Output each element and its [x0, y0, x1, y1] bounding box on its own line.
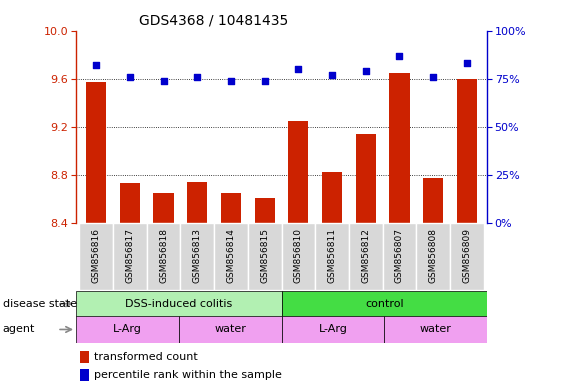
Text: percentile rank within the sample: percentile rank within the sample: [95, 370, 283, 380]
Bar: [254, 197, 275, 384]
Text: GDS4368 / 10481435: GDS4368 / 10481435: [139, 13, 289, 27]
Text: GSM856815: GSM856815: [260, 228, 269, 283]
Bar: [450, 223, 484, 290]
Text: GSM856810: GSM856810: [294, 228, 303, 283]
Bar: [86, 82, 106, 384]
Bar: [282, 316, 384, 343]
Text: agent: agent: [3, 324, 35, 334]
Bar: [423, 178, 443, 384]
Bar: [214, 223, 248, 290]
Text: GSM856817: GSM856817: [126, 228, 135, 283]
Text: DSS-induced colitis: DSS-induced colitis: [125, 299, 233, 309]
Point: [328, 72, 337, 78]
Point: [226, 78, 235, 84]
Point: [294, 66, 303, 72]
Bar: [221, 193, 241, 384]
Bar: [248, 223, 282, 290]
Bar: [179, 316, 282, 343]
Point: [260, 78, 269, 84]
Bar: [154, 193, 174, 384]
Bar: [416, 223, 450, 290]
Point: [126, 74, 135, 80]
Bar: [315, 223, 349, 290]
Bar: [383, 223, 416, 290]
Bar: [80, 351, 89, 363]
Text: water: water: [419, 324, 452, 334]
Point: [428, 74, 437, 80]
Text: GSM856808: GSM856808: [428, 228, 437, 283]
Bar: [76, 316, 179, 343]
Text: disease state: disease state: [3, 299, 77, 309]
Point: [159, 78, 168, 84]
Bar: [113, 223, 147, 290]
Bar: [322, 172, 342, 384]
Text: GSM856811: GSM856811: [328, 228, 337, 283]
Text: GSM856818: GSM856818: [159, 228, 168, 283]
Point: [361, 68, 370, 74]
Point: [193, 74, 202, 80]
Text: transformed count: transformed count: [95, 352, 198, 362]
Bar: [282, 291, 487, 317]
Point: [92, 62, 101, 68]
Text: L-Arg: L-Arg: [319, 324, 347, 334]
Text: water: water: [214, 324, 246, 334]
Bar: [389, 73, 409, 384]
Text: GSM856813: GSM856813: [193, 228, 202, 283]
Bar: [79, 223, 113, 290]
Bar: [187, 182, 207, 384]
Text: GSM856814: GSM856814: [226, 228, 235, 283]
Text: GSM856816: GSM856816: [92, 228, 101, 283]
Bar: [349, 223, 383, 290]
Bar: [288, 121, 309, 384]
Text: GSM856809: GSM856809: [462, 228, 471, 283]
Point: [395, 53, 404, 59]
Bar: [180, 223, 214, 290]
Bar: [120, 183, 140, 384]
Bar: [356, 134, 376, 384]
Bar: [457, 79, 477, 384]
Bar: [384, 316, 487, 343]
Text: GSM856807: GSM856807: [395, 228, 404, 283]
Bar: [282, 223, 315, 290]
Bar: [147, 223, 180, 290]
Text: control: control: [365, 299, 404, 309]
Bar: [76, 291, 282, 317]
Point: [462, 60, 471, 66]
Text: L-Arg: L-Arg: [113, 324, 142, 334]
Text: GSM856812: GSM856812: [361, 228, 370, 283]
Bar: [80, 369, 89, 381]
